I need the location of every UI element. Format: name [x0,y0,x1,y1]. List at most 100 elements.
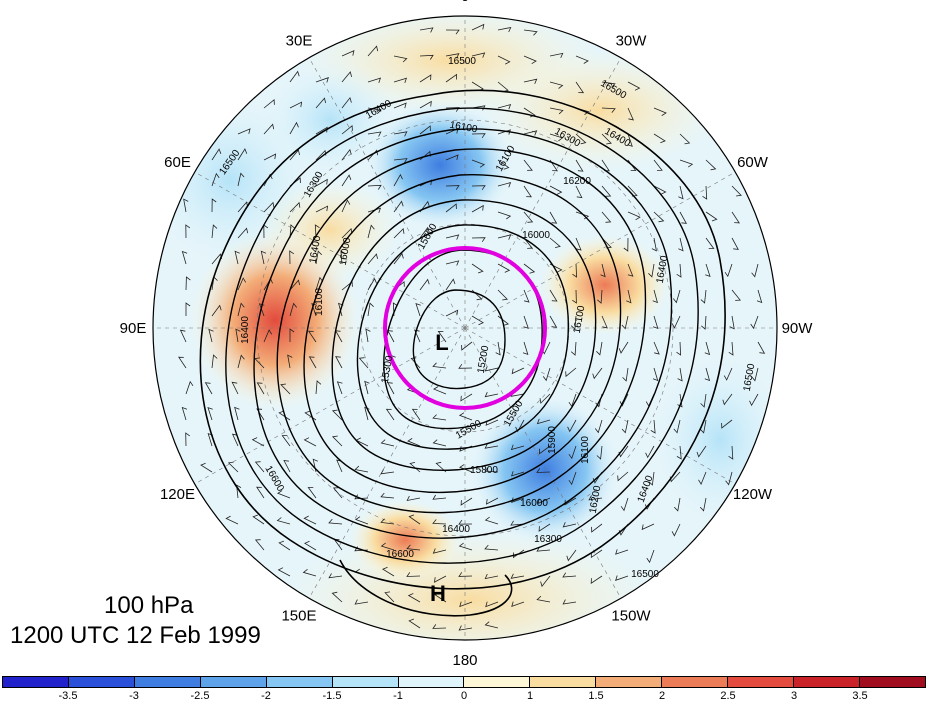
contour-16500 [199,89,726,590]
wind-barb [236,484,242,499]
wind-barb [393,55,408,63]
wind-barb [432,439,447,447]
wind-barb [511,497,525,503]
wind-barb [263,98,275,109]
wind-barb [458,412,473,421]
wind-barb [419,54,434,60]
wind-barb [445,203,457,213]
wind-barb [601,107,616,113]
map-boundary [152,15,778,641]
wind-barb [341,148,352,161]
wind-barb [445,29,460,35]
wind-barb [511,601,525,608]
wind-barb [484,621,499,629]
wind-barb [728,445,734,460]
wind-barb [549,52,564,59]
height-contours [199,89,726,617]
wind-barb [354,465,369,473]
wind-barb [575,81,585,94]
wind-barb [620,497,629,512]
wind-barb [181,406,188,421]
wind-barb [419,27,434,33]
wind-barb [178,356,187,369]
contour-value-label: 15200 [476,344,492,374]
wind-barb [332,487,343,499]
colorbar-tick-label: -2 [261,690,271,702]
wind-barb [393,77,408,84]
contour-16400 [225,107,699,564]
wind-barb [315,205,329,213]
wind-barb [234,406,240,421]
contour-15500 [356,224,569,450]
high-pressure-marker: H [430,581,446,606]
wind-barb [497,289,509,301]
wind-barb [671,523,681,537]
wind-barb [549,237,561,248]
wind-barb [289,224,296,239]
contour-15900 [303,173,622,494]
longitude-label: 180 [452,652,477,669]
wind-barb [626,289,632,304]
wind-barb [289,302,298,317]
wind-barb [497,159,510,170]
wind-barb [460,497,473,506]
wind-barb [341,199,351,213]
wind-barb [411,408,421,421]
wind-barb [653,185,667,195]
contour-value-label: 16300 [534,534,562,545]
contour-value-label: 16000 [338,236,354,266]
wind-barb [652,289,658,304]
wind-barb [283,459,291,473]
wind-barb [627,81,641,91]
wind-barb [393,252,404,265]
wind-barb [615,549,629,555]
wind-barb [572,263,578,278]
colorbar-segment [134,677,201,687]
meridian-line [464,171,736,329]
wind-barb [485,497,499,505]
colorbar-segment [200,677,267,687]
wind-barb [393,158,408,164]
wind-barb [471,204,484,213]
wind-barb [698,471,707,485]
wind-barb [211,148,222,161]
wind-barb [699,419,707,434]
wind-barb [512,549,525,559]
colorbar-segment [3,677,69,687]
wind-barb [651,237,657,252]
wind-barb [471,159,486,168]
contour-value-label: 16100 [572,304,588,334]
contour-value-label: 16000 [522,230,550,241]
wind-barb [471,315,484,326]
wind-barb [704,341,711,356]
wind-barb [523,55,537,65]
wind-barb [336,381,343,395]
wind-barb [419,125,431,135]
wind-barb [289,70,300,83]
wind-barb [471,185,486,191]
wind-barb [459,601,473,608]
wind-barb [696,445,707,458]
wind-barb [590,575,603,584]
wind-barb [471,263,484,274]
wind-barb [510,471,525,477]
longitude-label: 120W [733,486,773,503]
wind-barb [671,315,681,329]
wind-barb [433,386,447,395]
wind-barb [407,438,421,447]
wind-barb [367,184,382,190]
wind-barb [757,341,766,354]
colorbar-tick-label: -3 [129,690,139,702]
colorbar-segment [662,677,729,687]
wind-barb [419,226,430,239]
wind-barb [562,522,577,528]
wind-barb [566,549,577,562]
wind-barb [434,592,447,603]
wind-barb [495,341,501,356]
wind-barb [367,302,374,317]
colorbar-tick-label: 1 [526,690,534,702]
meridian-line [464,57,622,329]
wind-barb [705,263,711,278]
contour-value-label: 16000 [520,498,548,509]
wind-barb [596,341,603,356]
